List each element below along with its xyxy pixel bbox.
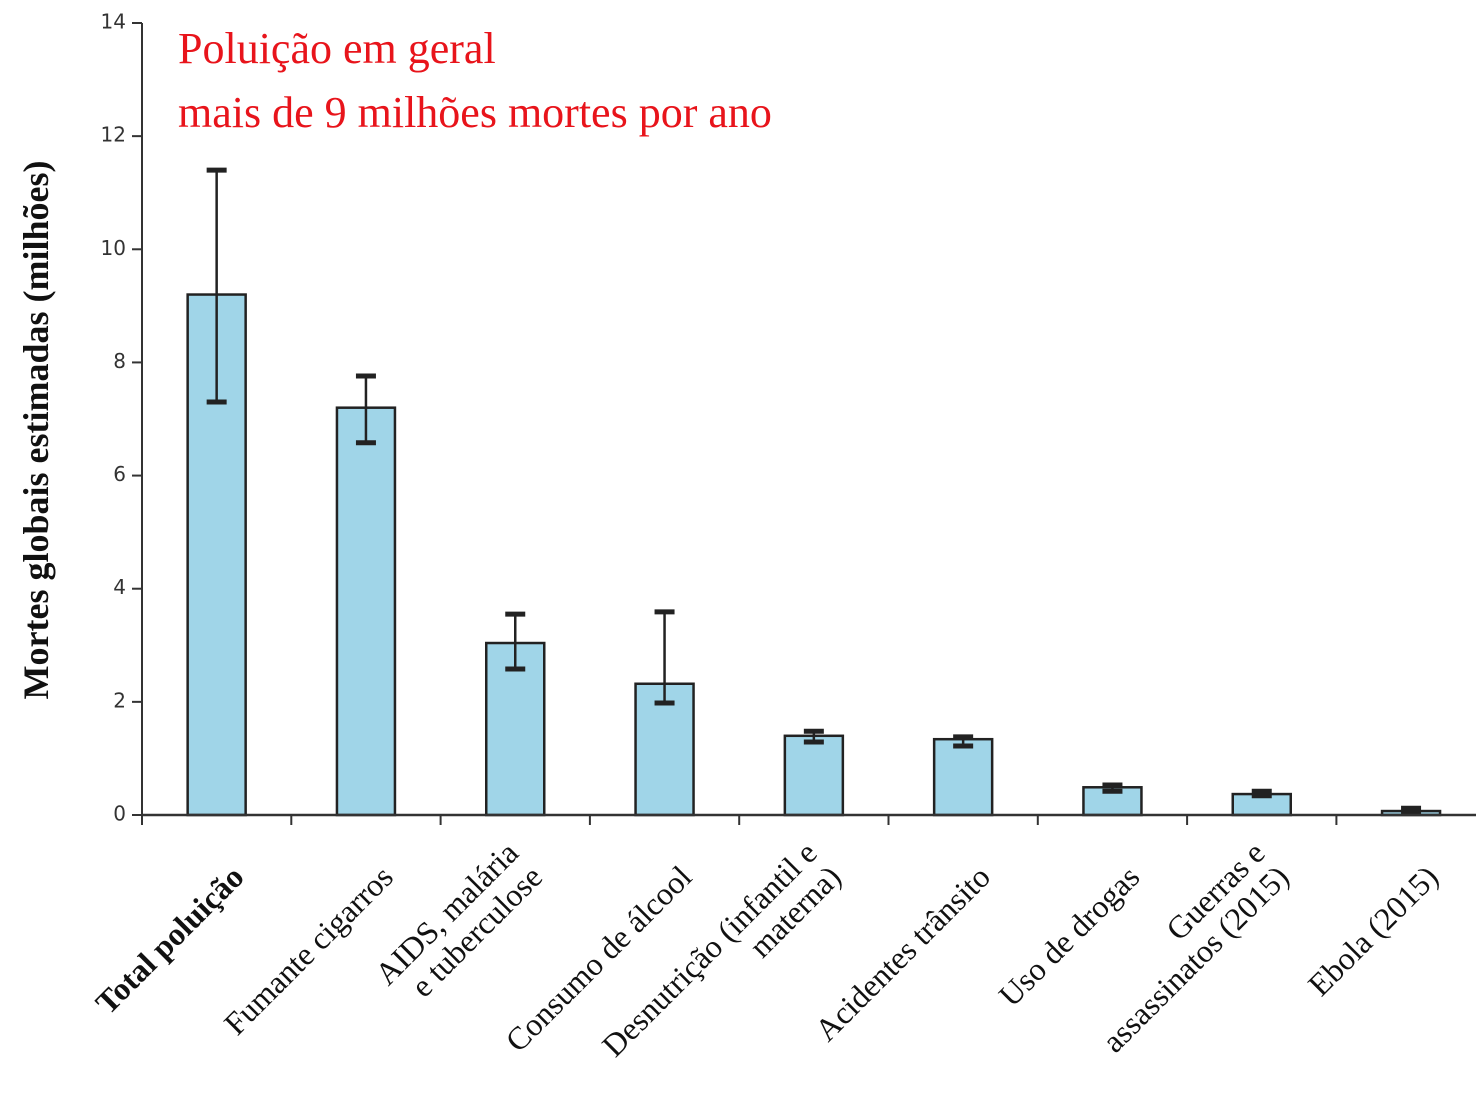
title-line: Poluição em geral	[178, 24, 496, 73]
title-line: mais de 9 milhões mortes por ano	[178, 88, 772, 137]
x-tick-label: Ebola (2015)	[1301, 858, 1445, 1002]
x-tick-label: AIDS, maláriae tuberculose	[368, 834, 549, 1015]
y-tick-label: 6	[113, 462, 126, 486]
y-tick-label: 14	[101, 10, 126, 34]
y-tick-label: 10	[101, 236, 126, 260]
y-tick-label: 8	[113, 349, 126, 373]
y-tick-label: 12	[101, 123, 126, 147]
x-tick-label: Guerras eassassinatos (2015)	[1071, 834, 1296, 1059]
y-axis-label: Mortes globais estimadas (milhões)	[16, 161, 56, 700]
y-tick-label: 0	[113, 802, 126, 826]
bar	[783, 734, 845, 817]
bar	[634, 682, 695, 817]
bar	[932, 737, 994, 817]
x-tick-label: Uso de drogas	[991, 858, 1146, 1013]
label-line: Total poluição	[88, 858, 250, 1020]
label-line: Uso de drogas	[991, 858, 1146, 1013]
label-line: Ebola (2015)	[1301, 858, 1445, 1002]
x-tick-label: Total poluição	[88, 858, 250, 1020]
x-tick-label: Desnutrição (infantil ematerna)	[595, 834, 848, 1087]
y-tick-label: 2	[113, 688, 126, 712]
y-tick-label: 4	[113, 575, 126, 599]
bar	[335, 406, 397, 817]
